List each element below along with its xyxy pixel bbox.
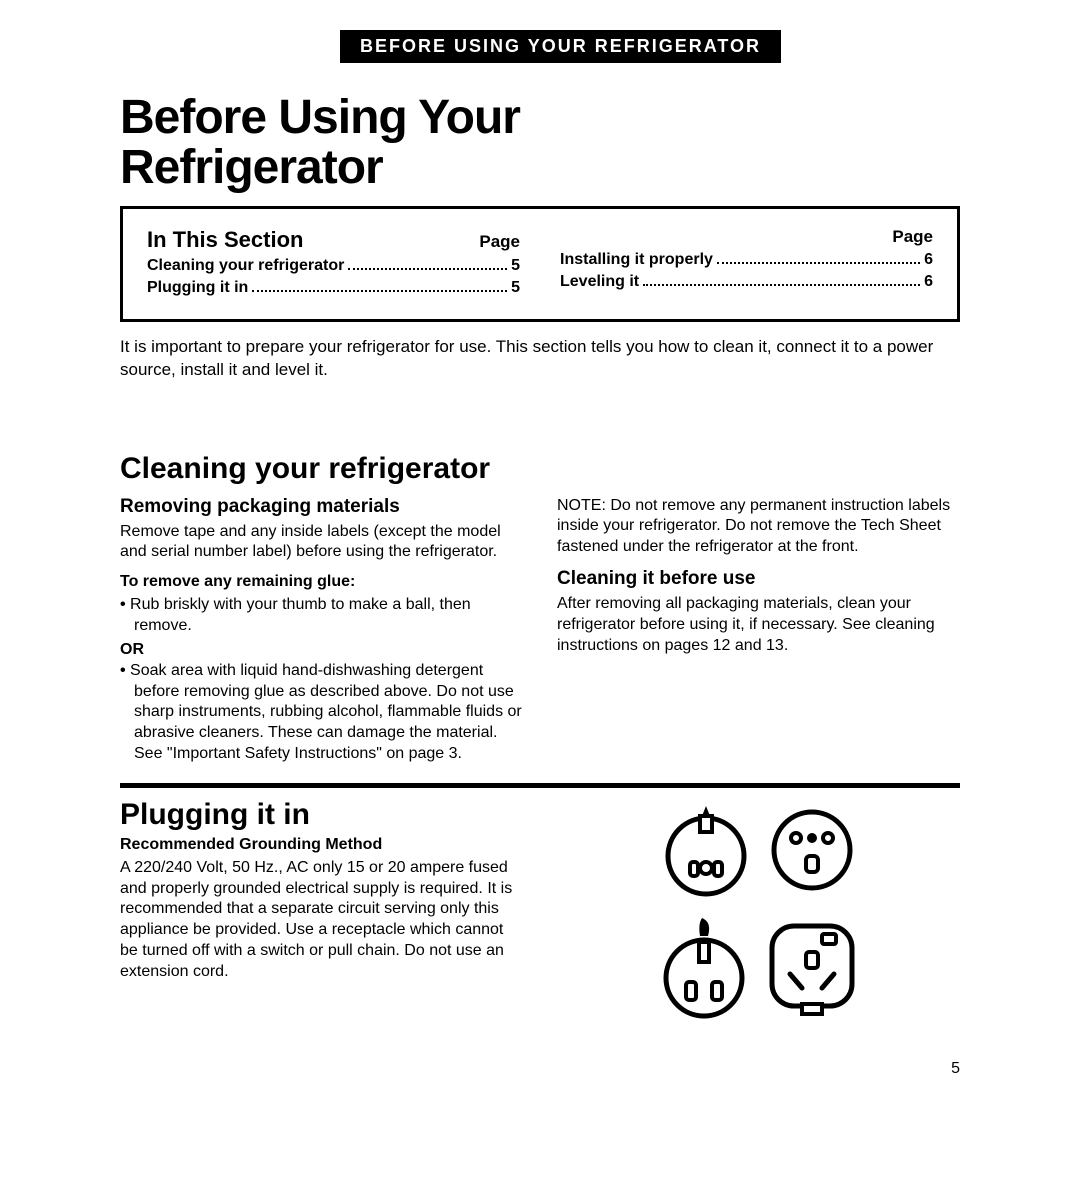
header-banner: BEFORE USING YOUR REFRIGERATOR bbox=[340, 30, 781, 63]
removing-packaging-para: Remove tape and any inside labels (excep… bbox=[120, 522, 523, 564]
cleaning-col-left: Removing packaging materials Remove tape… bbox=[120, 496, 523, 769]
plug-icon-round-c bbox=[658, 916, 750, 1020]
plug-icon-round-a bbox=[660, 802, 752, 898]
toc-page: 5 bbox=[511, 279, 520, 297]
toc-col-left: In This Section Page Cleaning your refri… bbox=[147, 227, 520, 301]
note-paragraph: NOTE: Do not remove any permanent instru… bbox=[557, 496, 960, 558]
toc-box: In This Section Page Cleaning your refri… bbox=[120, 206, 960, 322]
toc-page: 6 bbox=[924, 251, 933, 269]
glue-bullet-2: Soak area with liquid hand-dishwashing d… bbox=[120, 661, 523, 765]
cleaning-before-use-heading: Cleaning it before use bbox=[557, 568, 960, 590]
removing-packaging-heading: Removing packaging materials bbox=[120, 496, 523, 518]
page-title: Before Using Your Refrigerator bbox=[120, 93, 960, 194]
grounding-method-para: A 220/240 Volt, 50 Hz., AC only 15 or 20… bbox=[120, 858, 523, 983]
cleaning-col-right: NOTE: Do not remove any permanent instru… bbox=[557, 496, 960, 769]
toc-row: Plugging it in 5 bbox=[147, 279, 520, 297]
toc-dots bbox=[252, 290, 507, 292]
grounding-method-heading: Recommended Grounding Method bbox=[120, 836, 523, 854]
intro-paragraph: It is important to prepare your refriger… bbox=[120, 336, 960, 382]
toc-dots bbox=[717, 262, 920, 264]
plug-illustrations bbox=[557, 802, 960, 1020]
toc-col-right: Page Installing it properly 6 Leveling i… bbox=[560, 227, 933, 301]
cleaning-heading: Cleaning your refrigerator bbox=[120, 452, 960, 486]
cleaning-columns: Removing packaging materials Remove tape… bbox=[120, 496, 960, 769]
toc-row: Leveling it 6 bbox=[560, 273, 933, 291]
toc-dots bbox=[348, 268, 507, 270]
toc-dots bbox=[643, 284, 920, 286]
plugging-columns: Plugging it in Recommended Grounding Met… bbox=[120, 798, 960, 1020]
title-line-2: Refrigerator bbox=[120, 141, 383, 194]
title-line-1: Before Using Your bbox=[120, 91, 520, 144]
toc-label: Leveling it bbox=[560, 273, 639, 291]
section-divider bbox=[120, 783, 960, 788]
page-number: 5 bbox=[120, 1060, 960, 1078]
toc-label: Cleaning your refrigerator bbox=[147, 257, 344, 275]
toc-page-label-left: Page bbox=[479, 232, 520, 252]
glue-heading: To remove any remaining glue: bbox=[120, 573, 523, 591]
plug-icon-rect bbox=[764, 916, 860, 1020]
toc-row: Cleaning your refrigerator 5 bbox=[147, 257, 520, 275]
toc-heading: In This Section bbox=[147, 227, 479, 253]
toc-label: Installing it properly bbox=[560, 251, 713, 269]
plugging-col-right bbox=[557, 798, 960, 1020]
toc-page: 6 bbox=[924, 273, 933, 291]
toc-page-label-right: Page bbox=[560, 227, 933, 247]
toc-row: Installing it properly 6 bbox=[560, 251, 933, 269]
or-label: OR bbox=[120, 641, 523, 659]
plug-row-2 bbox=[658, 916, 860, 1020]
toc-page: 5 bbox=[511, 257, 520, 275]
glue-bullets-2: Soak area with liquid hand-dishwashing d… bbox=[120, 661, 523, 765]
plug-icon-round-b bbox=[766, 804, 858, 896]
toc-label: Plugging it in bbox=[147, 279, 248, 297]
plugging-heading: Plugging it in bbox=[120, 798, 523, 832]
plug-row-1 bbox=[660, 802, 858, 898]
glue-bullets: Rub briskly with your thumb to make a ba… bbox=[120, 595, 523, 637]
glue-bullet-1: Rub briskly with your thumb to make a ba… bbox=[120, 595, 523, 637]
plugging-col-left: Plugging it in Recommended Grounding Met… bbox=[120, 798, 523, 1020]
cleaning-before-use-para: After removing all packaging materials, … bbox=[557, 594, 960, 656]
